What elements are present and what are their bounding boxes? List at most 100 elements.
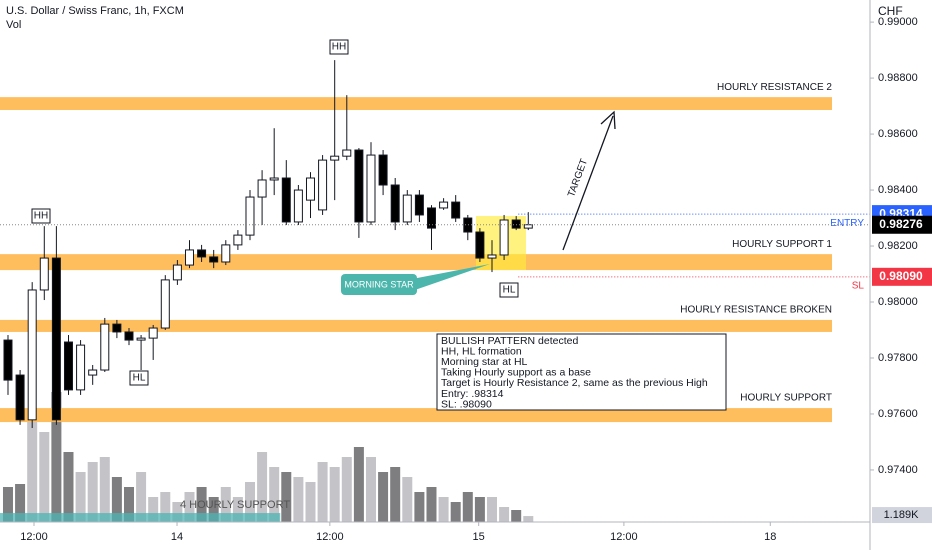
volume-bar	[499, 507, 510, 522]
volume-bar	[353, 447, 364, 522]
volume-bar	[293, 477, 304, 522]
price-line-name: SL	[852, 280, 865, 291]
note-line: SL: .98090	[441, 398, 492, 410]
zone-band	[0, 254, 832, 271]
candle-body	[148, 327, 158, 339]
marker-box	[129, 370, 149, 386]
y-tick-label: 0.97600	[878, 408, 918, 420]
note-line: Entry: .98314	[441, 388, 504, 400]
candle-body	[305, 177, 315, 201]
zones-layer	[0, 97, 832, 522]
candle-body	[3, 339, 13, 381]
volume-bar	[474, 497, 485, 522]
volume-bar	[160, 492, 171, 522]
note-box	[436, 333, 727, 411]
candle-body	[112, 323, 122, 333]
candle-body	[221, 244, 231, 263]
volume-bar	[51, 392, 62, 522]
volume-bar	[414, 492, 425, 522]
note-line: Target is Hourly Resistance 2, same as t…	[441, 377, 708, 389]
candle-body	[330, 155, 340, 161]
x-tick-label: 14	[171, 531, 183, 543]
candle-body	[15, 374, 25, 421]
volume-bar	[172, 502, 183, 522]
volume-bar	[2, 487, 13, 522]
volume-bar	[523, 516, 534, 522]
volume-bar	[462, 492, 473, 522]
volume-bar	[257, 452, 268, 522]
volume-bar	[75, 472, 86, 522]
candle-body	[499, 219, 509, 256]
volume-bar	[317, 462, 328, 522]
callout-box	[341, 274, 417, 295]
price-label: 0.98090	[879, 269, 923, 283]
volume-bar	[511, 510, 522, 522]
zone-label: 4 HOURLY SUPPORT	[180, 499, 290, 511]
volume-bar	[136, 472, 147, 522]
volume-bar	[244, 482, 255, 522]
x-tick-label: 18	[764, 531, 776, 543]
volume-bar	[486, 497, 497, 522]
marker-box	[329, 39, 349, 55]
candle-body	[523, 224, 533, 229]
candle-body	[451, 201, 461, 219]
callout-text: MORNING STAR	[344, 279, 414, 289]
candle-body	[269, 177, 279, 181]
marker: HH	[332, 42, 346, 53]
volume-bar	[111, 477, 122, 522]
candle-body	[402, 194, 412, 223]
price-label-box	[872, 267, 932, 286]
marker: HL	[133, 373, 146, 384]
volume-bar	[39, 432, 50, 522]
note-line: HH, HL formation	[441, 345, 522, 357]
marker: HH	[34, 211, 48, 222]
candle-body	[233, 234, 243, 246]
volume-title: Vol	[6, 19, 21, 31]
price-label: 0.98276	[879, 217, 923, 231]
volume-bar	[123, 487, 134, 522]
overlay-layer: 0.99000 0.98800 0.98600 0.98400 0.98200 0.980…	[0, 16, 932, 543]
marker-box	[499, 282, 519, 298]
volume-layer	[2, 392, 534, 522]
candle-body	[39, 257, 49, 291]
candle-body	[366, 154, 376, 223]
y-tick-label: 0.98800	[878, 72, 918, 84]
volume-bar	[329, 467, 340, 522]
y-tick-label: 0.97400	[878, 464, 918, 476]
volume-bar	[220, 487, 231, 522]
marker: HL	[503, 285, 516, 296]
volume-bar	[15, 484, 26, 522]
volume-bar	[341, 457, 352, 522]
candle-body	[475, 231, 485, 259]
volume-bar	[87, 462, 98, 522]
y-tick-label: 0.98600	[878, 128, 918, 140]
volume-bar	[27, 422, 38, 522]
y-tick-label: 0.97800	[878, 352, 918, 364]
candle-body	[281, 177, 291, 223]
price-line-name: ENTRY	[830, 218, 864, 229]
x-tick-label: 12:00	[316, 531, 344, 543]
candle-body	[342, 149, 352, 157]
note-line: Morning star at HL	[441, 356, 528, 368]
y-tick-label: 0.98200	[878, 240, 918, 252]
volume-bar	[269, 467, 280, 522]
note-line: BULLISH PATTERN detected	[441, 335, 578, 347]
volume-bar	[184, 492, 195, 522]
volume-bar	[450, 502, 461, 522]
chart-title: U.S. Dollar / Swiss Franc, 1h, FXCM	[6, 5, 184, 17]
y-tick-label: 0.98400	[878, 184, 918, 196]
candle-body	[245, 196, 255, 236]
axis-unit: CHF	[878, 4, 903, 18]
candle-body	[76, 344, 86, 391]
candle-body	[293, 189, 303, 223]
candle-body	[439, 201, 449, 209]
x-tick-label: 12:00	[610, 531, 638, 543]
volume-bar	[378, 472, 389, 522]
candle-body	[63, 341, 73, 391]
volume-bar	[196, 487, 207, 522]
x-tick-label: 12:00	[20, 531, 48, 543]
zone-band	[0, 319, 832, 332]
volume-bar	[148, 497, 159, 522]
candle-body	[511, 219, 521, 229]
